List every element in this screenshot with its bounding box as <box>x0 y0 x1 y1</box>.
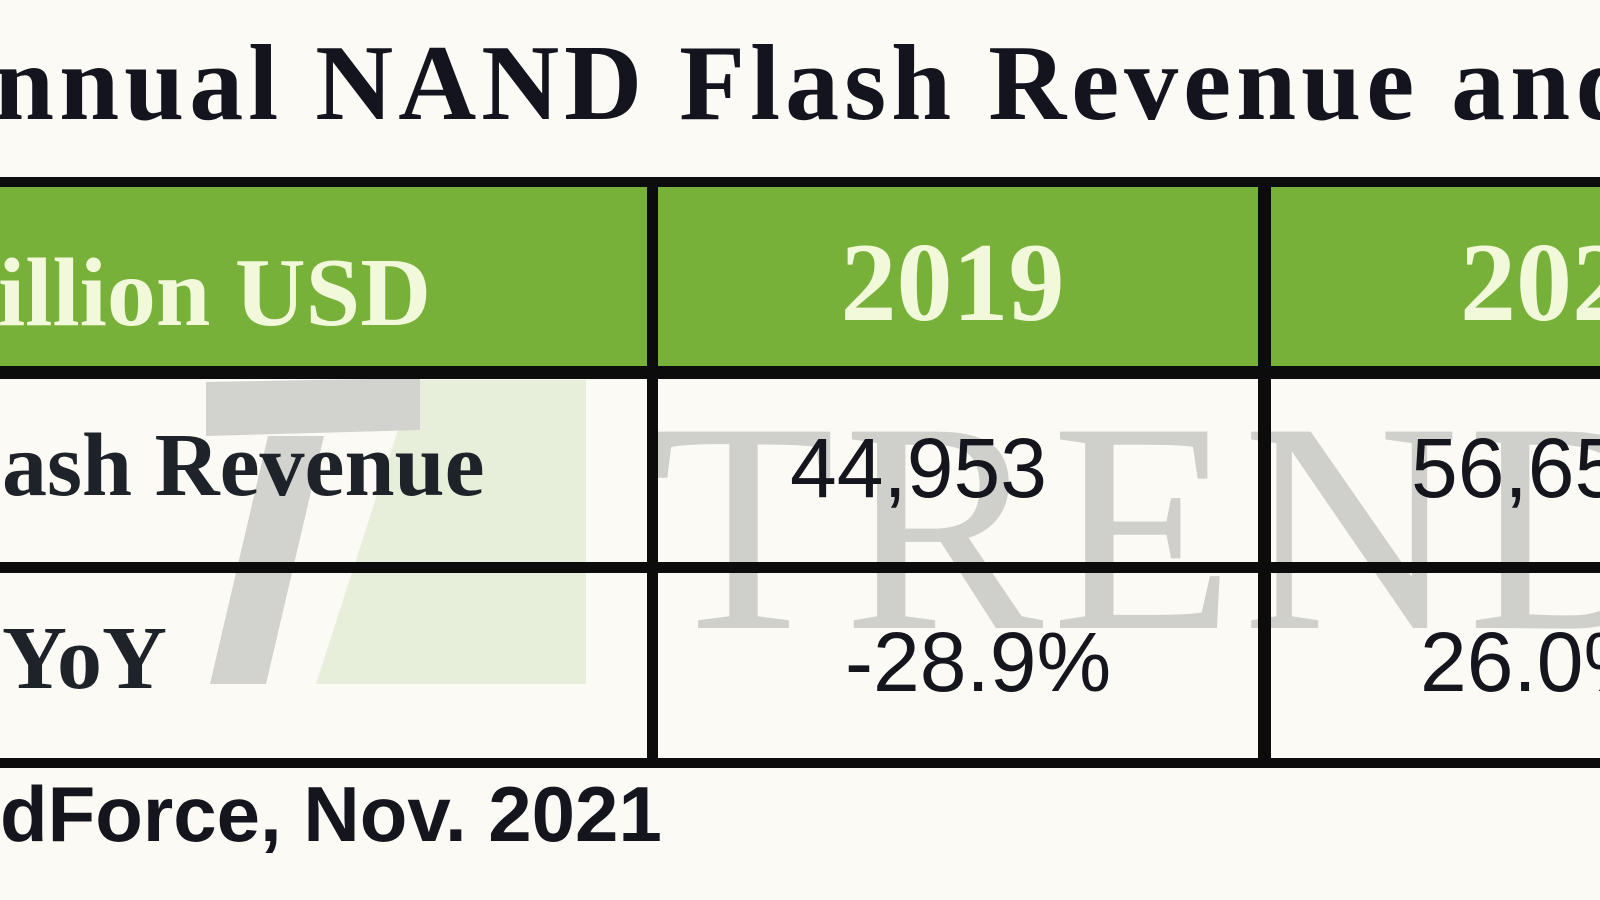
logo-gray-stem <box>210 436 324 684</box>
header-cell-2019: 2019 <box>840 221 1065 345</box>
header-cell-2020: 2020 <box>1460 221 1600 345</box>
table-border-header-bottom <box>0 366 1600 379</box>
table-border-row-separator <box>0 562 1600 573</box>
page-title: nnual NAND Flash Revenue and <box>0 24 1600 143</box>
trend-watermark-text: TREND <box>652 361 1600 693</box>
table-border-bottom <box>0 758 1600 768</box>
cell-revenue-2019: 44,953 <box>790 421 1047 515</box>
table-border-top <box>0 177 1600 187</box>
row-label-yoy: YoY <box>2 609 168 708</box>
table-border-col2 <box>1258 177 1271 768</box>
logo-gray-bar <box>206 378 420 436</box>
cell-yoy-2019: -28.9% <box>845 615 1112 709</box>
source-note: dForce, Nov. 2021 <box>0 770 662 858</box>
cell-revenue-2020: 56,65 <box>1411 421 1600 515</box>
row-label-revenue: ash Revenue <box>2 416 485 515</box>
header-cell-unit: illion USD <box>0 239 431 347</box>
cell-yoy-2020: 26.0% <box>1420 615 1600 709</box>
table-border-col1 <box>647 177 658 768</box>
table-header-band <box>0 187 1600 366</box>
logo-green-shape <box>316 380 586 684</box>
